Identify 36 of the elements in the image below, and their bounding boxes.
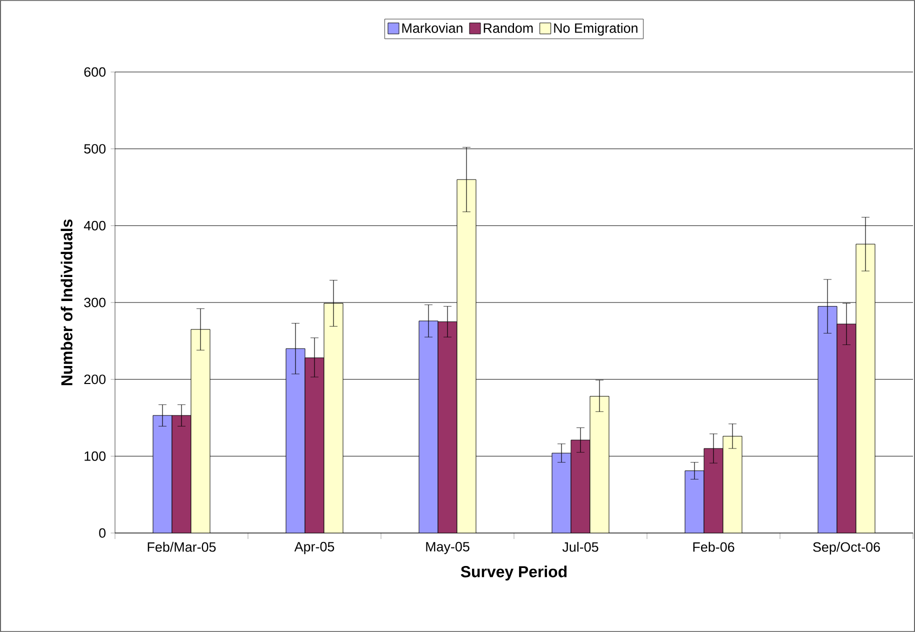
bar [552,452,572,533]
y-tick-label: 200 [84,374,106,384]
y-tick-label: 600 [84,67,106,77]
y-tick-label: 100 [84,451,106,461]
x-tick-label: Feb-06 [693,542,734,552]
bar [856,244,876,533]
bar [418,320,438,533]
x-tick-label: Sep/Oct-06 [813,542,880,554]
bar [456,179,476,533]
y-tick-label: 500 [84,144,106,154]
bar [190,329,210,533]
bar [324,303,344,533]
x-tick-label: May-05 [426,542,470,554]
y-tick-label: 300 [84,298,106,308]
bar [684,470,704,533]
bar [818,306,838,533]
bar [172,415,192,533]
legend-label: Random [484,23,533,33]
bar [570,440,590,533]
y-axis-title: Number of Individuals [60,219,72,386]
bar [704,448,724,533]
y-tick-label: 0 [99,528,106,538]
bar [438,321,458,533]
x-tick-label: Apr-05 [294,542,334,554]
bar [836,324,856,533]
x-axis-title: Survey Period [460,566,567,580]
legend-label: No Emigration [554,23,638,36]
y-tick-label: 400 [84,220,106,230]
bar [152,415,172,533]
bar [304,358,324,533]
bar [590,396,610,533]
legend-label: Markovian [402,23,462,33]
bar [286,348,306,533]
x-tick-label: Jul-05 [562,542,598,552]
bar [722,436,742,533]
x-tick-label: Feb/Mar-05 [148,542,216,552]
